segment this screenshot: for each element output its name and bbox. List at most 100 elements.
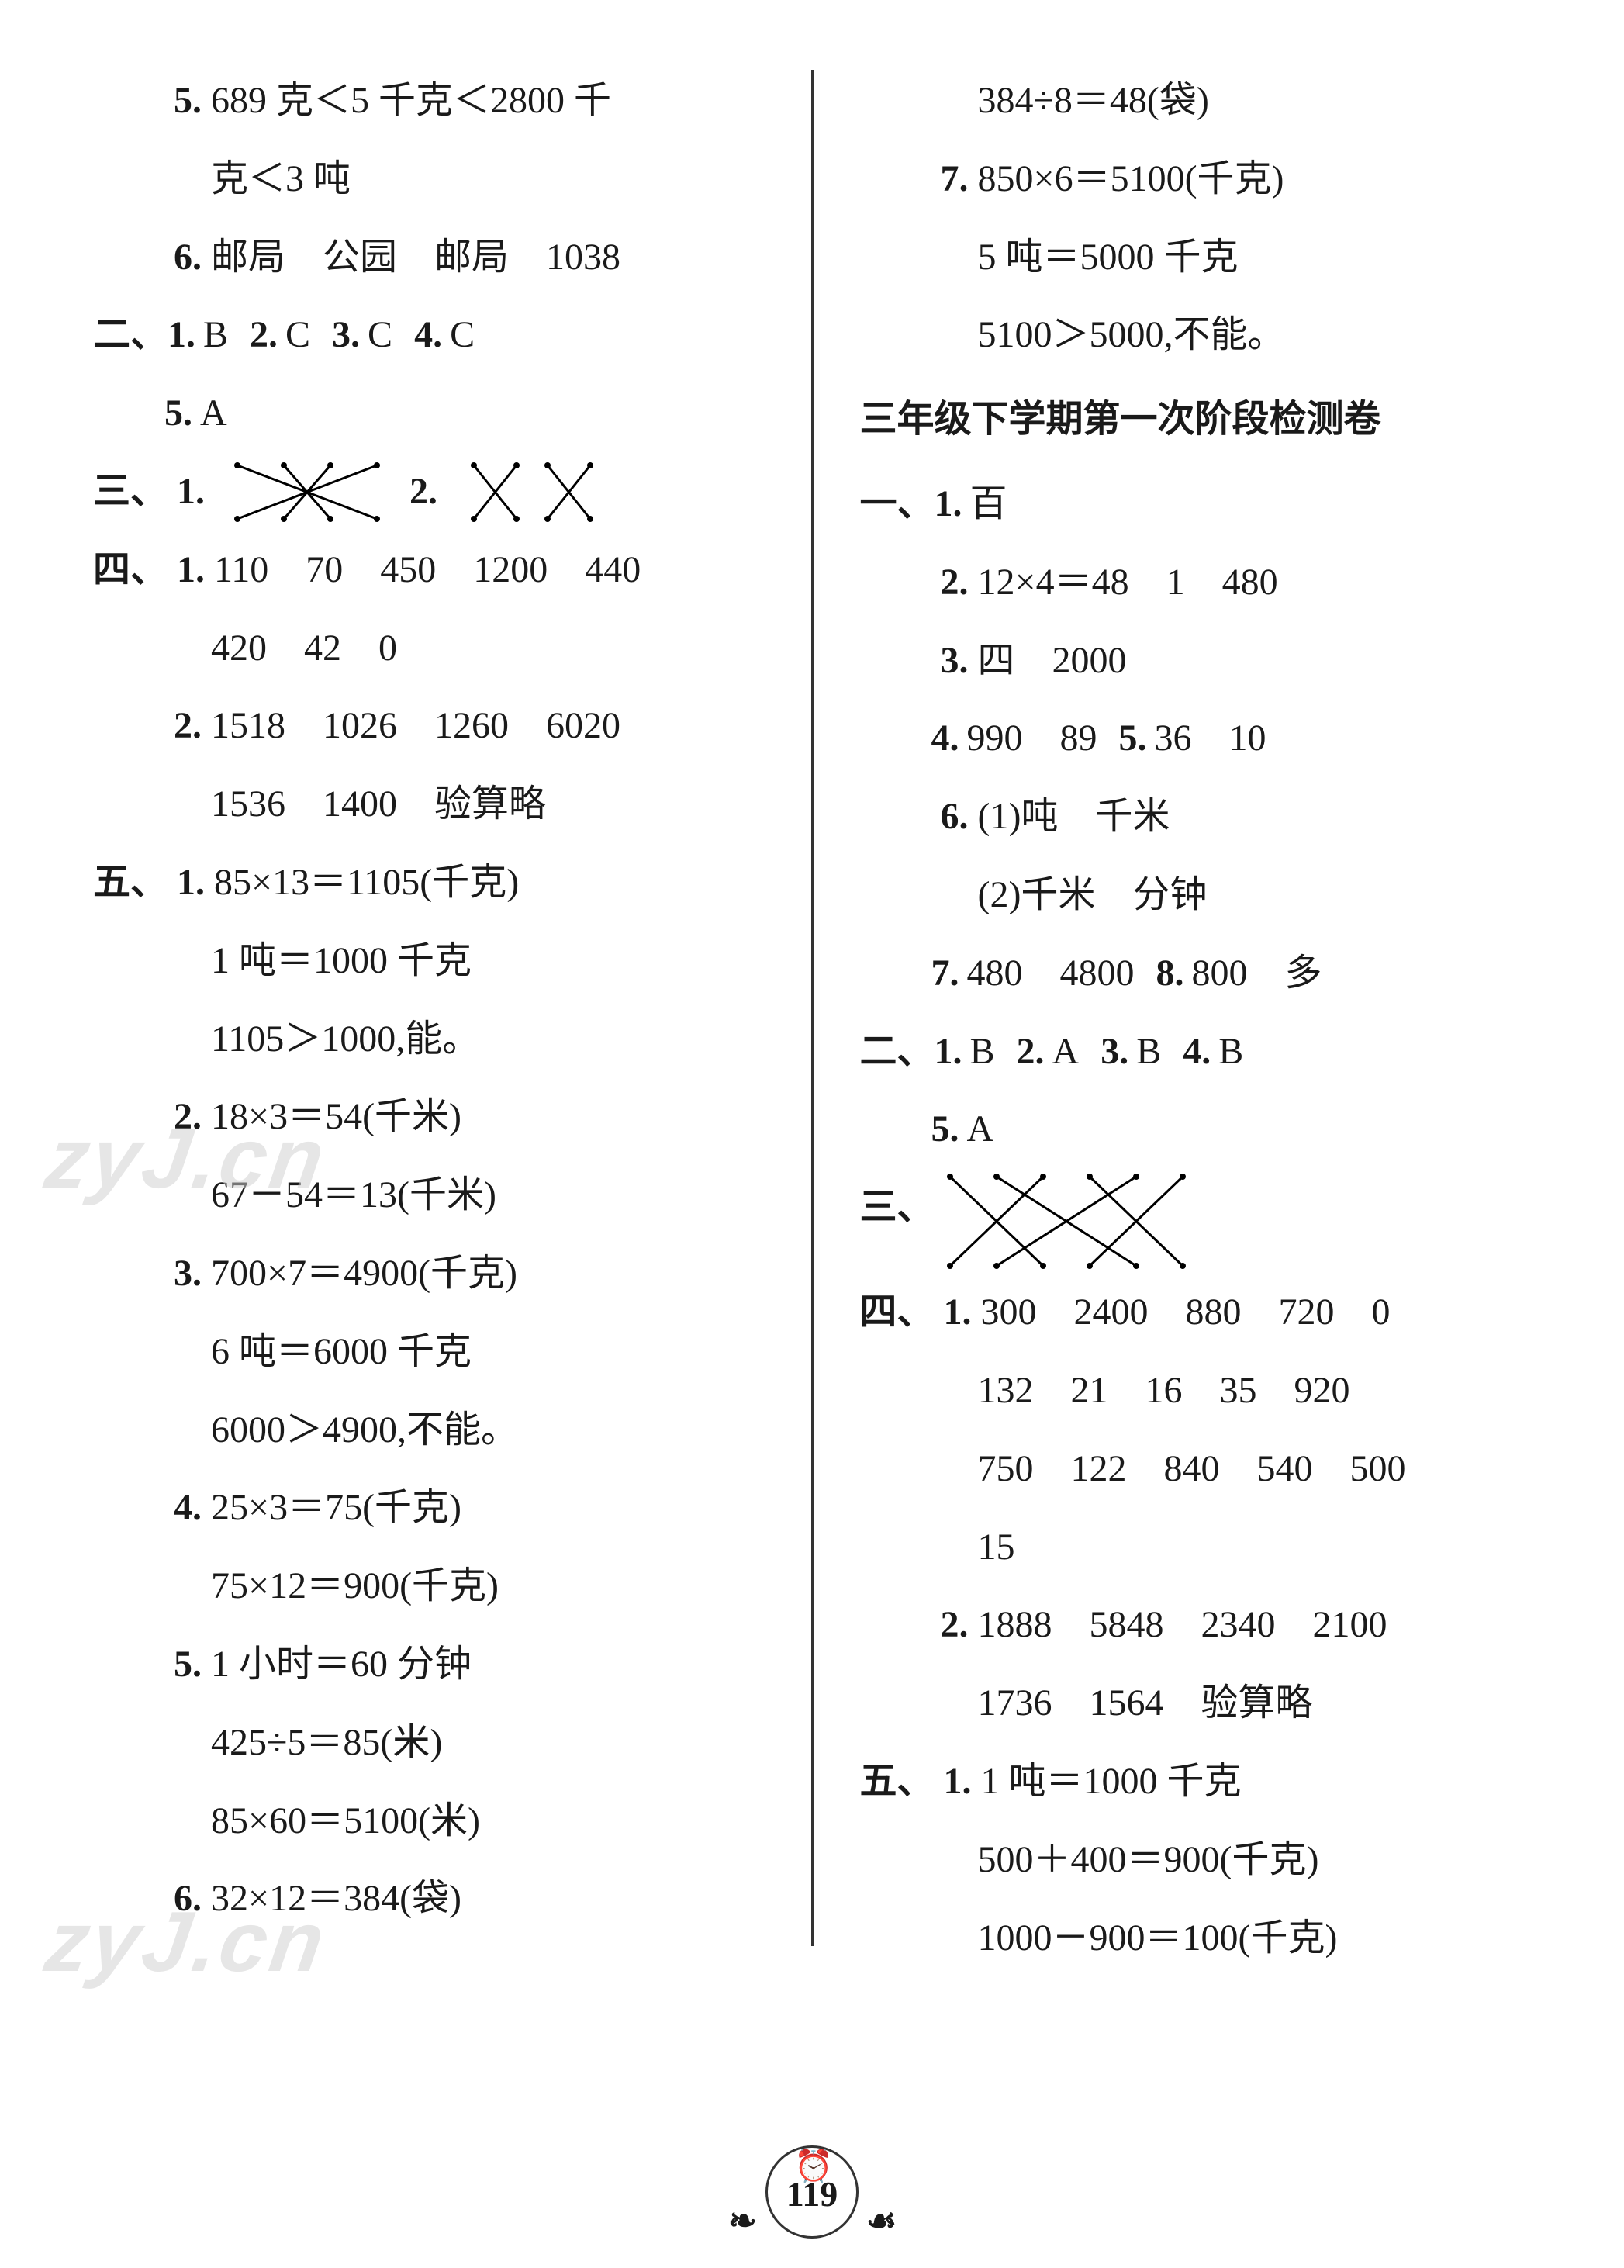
answer-text: (2)千米 分钟 bbox=[978, 856, 1208, 935]
matching-diagram-icon bbox=[230, 459, 385, 525]
item-number: 5. bbox=[164, 1626, 211, 1704]
page-number-circle: ⏰ ❧ 119 ☙ bbox=[765, 2145, 859, 2239]
answer-text: 邮局 公园 邮局 1038 bbox=[211, 219, 620, 297]
answer-text: 700×7＝4900(千克) bbox=[211, 1235, 517, 1313]
answer-text: 420 42 0 bbox=[211, 610, 397, 688]
item-number: 4. bbox=[414, 296, 442, 375]
column-divider bbox=[811, 70, 814, 1946]
answer-text: 425÷5＝85(米) bbox=[211, 1704, 442, 1782]
item-number: 2. bbox=[164, 687, 211, 766]
section-label-five: 五、 bbox=[93, 844, 168, 922]
item-number: 1. bbox=[935, 465, 962, 544]
answer-text: 300 2400 880 720 0 bbox=[981, 1274, 1391, 1352]
answer-text: 75×12＝900(千克) bbox=[211, 1547, 499, 1626]
item-number: 3. bbox=[332, 296, 360, 375]
item-number: 1. bbox=[935, 1274, 981, 1352]
item-number: 6. bbox=[164, 219, 211, 297]
choice: B bbox=[1218, 1013, 1243, 1091]
answer-text: 25×3＝75(千克) bbox=[211, 1469, 461, 1547]
test-title: 三年级下学期第一次阶段检测卷 bbox=[860, 381, 1532, 459]
item-number: 1. bbox=[168, 296, 195, 375]
item-number: 1. bbox=[168, 453, 214, 531]
matching-diagram-icon bbox=[935, 1169, 1198, 1274]
left-column: 5. 689 克＜5 千克＜2800 千 克＜3 吨 6. 邮局 公园 邮局 1… bbox=[93, 62, 765, 1977]
section-label-three: 三、 bbox=[93, 453, 168, 531]
item-number: 3. bbox=[164, 1235, 211, 1313]
choice: C bbox=[285, 296, 310, 375]
answer-text: 5 吨＝5000 千克 bbox=[978, 219, 1239, 297]
matching-diagram-icon bbox=[462, 459, 602, 525]
answer-text: 32×12＝384(袋) bbox=[211, 1860, 461, 1938]
answer-text: 5100＞5000,不能。 bbox=[978, 296, 1285, 375]
item-number: 2. bbox=[164, 1078, 211, 1156]
page-container: 5. 689 克＜5 千克＜2800 千 克＜3 吨 6. 邮局 公园 邮局 1… bbox=[93, 62, 1531, 1977]
section-label-two: 二、 bbox=[93, 296, 168, 375]
item-number: 1. bbox=[168, 531, 214, 610]
page-number-badge: ⏰ ❧ 119 ☙ bbox=[765, 2145, 859, 2239]
answer-text: 12×4＝48 1 480 bbox=[978, 544, 1278, 622]
item-number: 2. bbox=[250, 296, 278, 375]
answer-text: 1536 1400 验算略 bbox=[211, 766, 546, 844]
choice: C bbox=[368, 296, 392, 375]
answer-text: 1518 1026 1260 6020 bbox=[211, 687, 620, 766]
choice: A bbox=[200, 375, 227, 453]
section-label-four: 四、 bbox=[93, 531, 168, 610]
right-column: 384÷8＝48(袋) 7. 850×6＝5100(千克) 5 吨＝5000 千… bbox=[860, 62, 1532, 1977]
item-number: 4. bbox=[1183, 1013, 1211, 1091]
section-label-one: 一、 bbox=[860, 465, 935, 544]
item-number: 3. bbox=[1101, 1013, 1128, 1091]
answer-text: 67－54＝13(千米) bbox=[211, 1156, 496, 1235]
answer-text: 克＜3 吨 bbox=[211, 140, 351, 219]
section-label-four: 四、 bbox=[860, 1274, 935, 1352]
leaf-icon: ❧ bbox=[721, 2175, 764, 2218]
answer-text: 750 122 840 540 500 bbox=[978, 1430, 1406, 1509]
answer-text: 1 小时＝60 分钟 bbox=[211, 1626, 472, 1704]
item-number: 5. bbox=[164, 62, 211, 140]
answer-text: 110 70 450 1200 440 bbox=[214, 531, 641, 610]
answer-text: 1000－900＝100(千克) bbox=[978, 1900, 1338, 1978]
answer-text: 1 吨＝1000 千克 bbox=[981, 1743, 1242, 1821]
choice: B bbox=[970, 1013, 995, 1091]
answer-text: 15 bbox=[978, 1509, 1015, 1587]
answer-text: 1 吨＝1000 千克 bbox=[211, 922, 472, 1001]
answer-text: 132 21 16 35 920 bbox=[978, 1352, 1350, 1430]
item-number: 7. bbox=[931, 935, 959, 1013]
choice: A bbox=[967, 1091, 994, 1169]
answer-text: 6 吨＝6000 千克 bbox=[211, 1313, 472, 1392]
answer-text: 85×13＝1105(千克) bbox=[214, 844, 519, 922]
item-number: 5. bbox=[931, 1091, 959, 1169]
item-number: 1. bbox=[935, 1013, 962, 1091]
choice: B bbox=[203, 296, 228, 375]
answer-text: 85×60＝5100(米) bbox=[211, 1782, 480, 1861]
clock-icon: ⏰ bbox=[794, 2120, 833, 2213]
section-label-five: 五、 bbox=[860, 1743, 935, 1821]
answer-text: 384÷8＝48(袋) bbox=[978, 62, 1209, 140]
item-number: 4. bbox=[931, 700, 959, 778]
item-number: 8. bbox=[1156, 935, 1184, 1013]
section-label-two: 二、 bbox=[860, 1013, 935, 1091]
answer-text: 6000＞4900,不能。 bbox=[211, 1392, 518, 1470]
item-number: 1. bbox=[935, 1743, 981, 1821]
item-number: 1. bbox=[168, 844, 214, 922]
item-number: 7. bbox=[931, 140, 978, 219]
section-label-three: 三、 bbox=[860, 1169, 935, 1247]
item-number: 3. bbox=[931, 622, 978, 700]
answer-text: 1736 1564 验算略 bbox=[978, 1665, 1313, 1743]
item-number: 5. bbox=[1119, 700, 1147, 778]
answer-text: 689 克＜5 千克＜2800 千 bbox=[211, 62, 611, 140]
choice: C bbox=[450, 296, 475, 375]
answer-text: 990 89 bbox=[967, 700, 1097, 778]
choice: A bbox=[1052, 1013, 1080, 1091]
answer-text: 1105＞1000,能。 bbox=[211, 1001, 479, 1079]
answer-text: 1888 5848 2340 2100 bbox=[978, 1586, 1387, 1665]
answer-text: 480 4800 bbox=[967, 935, 1135, 1013]
answer-text: 四 2000 bbox=[978, 622, 1127, 700]
answer-text: 500＋400＝900(千克) bbox=[978, 1821, 1319, 1900]
item-number: 2. bbox=[400, 453, 447, 531]
answer-text: 百 bbox=[970, 465, 1007, 544]
answer-text: 800 多 bbox=[1192, 935, 1322, 1013]
item-number: 2. bbox=[931, 1586, 978, 1665]
item-number: 6. bbox=[931, 778, 978, 856]
item-number: 5. bbox=[164, 375, 192, 453]
answer-text: (1)吨 千米 bbox=[978, 778, 1170, 856]
